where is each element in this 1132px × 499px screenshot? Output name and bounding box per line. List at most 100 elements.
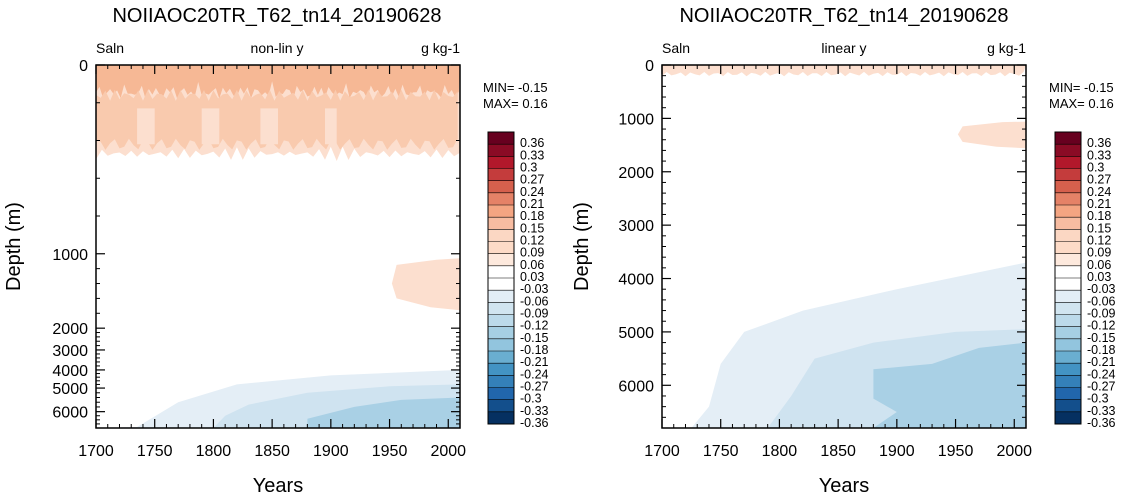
colorbar-label: -0.24 [1087, 367, 1116, 381]
colorbar-label: -0.18 [520, 343, 549, 357]
colorbar-box [488, 399, 514, 413]
colorbar-box [488, 278, 514, 291]
colorbar-box [488, 132, 514, 145]
y-axis-label: Depth (m) [3, 202, 25, 291]
colorbar-box [1055, 351, 1081, 364]
colorbar-box [488, 192, 514, 206]
colorbar-box [488, 156, 514, 169]
x-tick-label: 1950 [938, 443, 974, 460]
colorbar-label: 0.27 [1087, 173, 1111, 187]
colorbar-label: 0.33 [520, 148, 544, 162]
positive-core-surface [96, 65, 460, 99]
colorbar: 0.360.330.30.270.240.210.180.150.120.090… [1054, 131, 1116, 430]
y-tick-label: 5000 [618, 325, 654, 342]
colorbar-label: -0.09 [520, 306, 549, 320]
y-axis-label: Depth (m) [571, 202, 593, 291]
x-axis-label: Years [253, 475, 303, 497]
y-tick-label: 2000 [52, 321, 88, 338]
colorbar-box [488, 241, 514, 254]
colorbar-box [1055, 156, 1081, 169]
colorbar-label: -0.3 [520, 392, 542, 406]
x-tick-label: 1700 [644, 443, 680, 460]
colorbar-box [1055, 375, 1081, 388]
colorbar-label: -0.06 [520, 294, 549, 308]
colorbar-label: -0.36 [520, 416, 549, 430]
colorbar-box [488, 265, 514, 279]
y-tick-label: 4000 [618, 272, 654, 289]
colorbar-box [488, 411, 514, 425]
y-tick-label: 6000 [52, 405, 88, 422]
units-label: g kg-1 [987, 40, 1026, 56]
colorbar-label: 0.12 [520, 233, 544, 247]
colorbar-label: 0.03 [1087, 270, 1111, 284]
axis-type-label: non-lin y [251, 40, 304, 56]
colorbar-label: 0.18 [520, 209, 544, 223]
panel-nonlinear: 1700 1750 1800 1850 1900 1950 2000 0 1000 2000 300… [3, 5, 549, 497]
colorbar-label: 0.24 [1087, 185, 1111, 199]
colorbar-box [488, 363, 514, 376]
colorbar-label: -0.33 [1087, 404, 1116, 418]
colorbar-label: -0.15 [520, 331, 549, 345]
colorbar-label: -0.03 [520, 282, 549, 296]
colorbar-box [1055, 387, 1081, 400]
colorbar-label: 0.3 [1087, 160, 1104, 174]
colorbar-box [488, 387, 514, 400]
colorbar-label: -0.12 [520, 319, 549, 333]
colorbar-box [488, 217, 514, 230]
y-tick-label: 6000 [618, 378, 654, 395]
axis-type-label: linear y [821, 40, 866, 56]
colorbar-label: 0.21 [1087, 197, 1111, 211]
colorbar-box [488, 229, 514, 242]
colorbar-box [1055, 265, 1081, 279]
colorbar-box [488, 314, 514, 327]
colorbar-box [1055, 144, 1081, 157]
colorbar-label: -0.27 [520, 379, 549, 393]
variable-label: Saln [662, 40, 690, 56]
colorbar-box [1055, 314, 1081, 327]
y-tick-label: 0 [79, 58, 88, 75]
contour-field [96, 65, 460, 428]
colorbar-label: -0.12 [1087, 319, 1116, 333]
colorbar-box [1055, 192, 1081, 206]
x-axis-label: Years [819, 475, 869, 497]
colorbar-box [488, 180, 514, 194]
colorbar-label: 0.21 [520, 197, 544, 211]
y-tick-label: 4000 [52, 363, 88, 380]
positive-patch-deep [391, 258, 460, 311]
colorbar-box [488, 253, 514, 267]
colorbar-box [1055, 278, 1081, 291]
colorbar-box [1055, 326, 1081, 340]
positive-gap [137, 108, 155, 145]
panel-linear: 1700 1750 1800 1850 1900 1950 2000 0 1000 2000 300… [571, 5, 1116, 497]
colorbar-label: 0.15 [1087, 221, 1111, 235]
colorbar-box [1055, 302, 1081, 315]
colorbar-box [1055, 338, 1081, 352]
colorbar-label: -0.27 [1087, 379, 1116, 393]
colorbar-box [488, 168, 514, 181]
colorbar-label: 0.36 [1087, 136, 1111, 150]
colorbar-label: 0.15 [520, 221, 544, 235]
colorbar-box [1055, 205, 1081, 218]
colorbar-label: -0.15 [1087, 331, 1116, 345]
colorbar-label: -0.21 [1087, 355, 1116, 369]
colorbar-label: -0.06 [1087, 294, 1116, 308]
colorbar-box [488, 144, 514, 157]
variable-label: Saln [96, 40, 124, 56]
colorbar-label: -0.18 [1087, 343, 1116, 357]
max-label: MAX= 0.16 [1049, 96, 1114, 111]
colorbar-box [1055, 241, 1081, 254]
colorbar-label: 0.27 [520, 173, 544, 187]
negative-band-strong [307, 397, 460, 428]
x-tick-label: 1800 [196, 443, 232, 460]
plot-frame [95, 64, 461, 429]
x-tick-label: 1900 [879, 443, 915, 460]
positive-gap [260, 108, 278, 145]
colorbar-box [1055, 132, 1081, 145]
colorbar-box [1055, 217, 1081, 230]
x-tick-label: 1850 [820, 443, 856, 460]
colorbar-label: -0.09 [1087, 306, 1116, 320]
colorbar-label: -0.33 [520, 404, 549, 418]
colorbar-box [1055, 253, 1081, 267]
chart-title: NOIIAOC20TR_T62_tn14_20190628 [679, 5, 1008, 27]
